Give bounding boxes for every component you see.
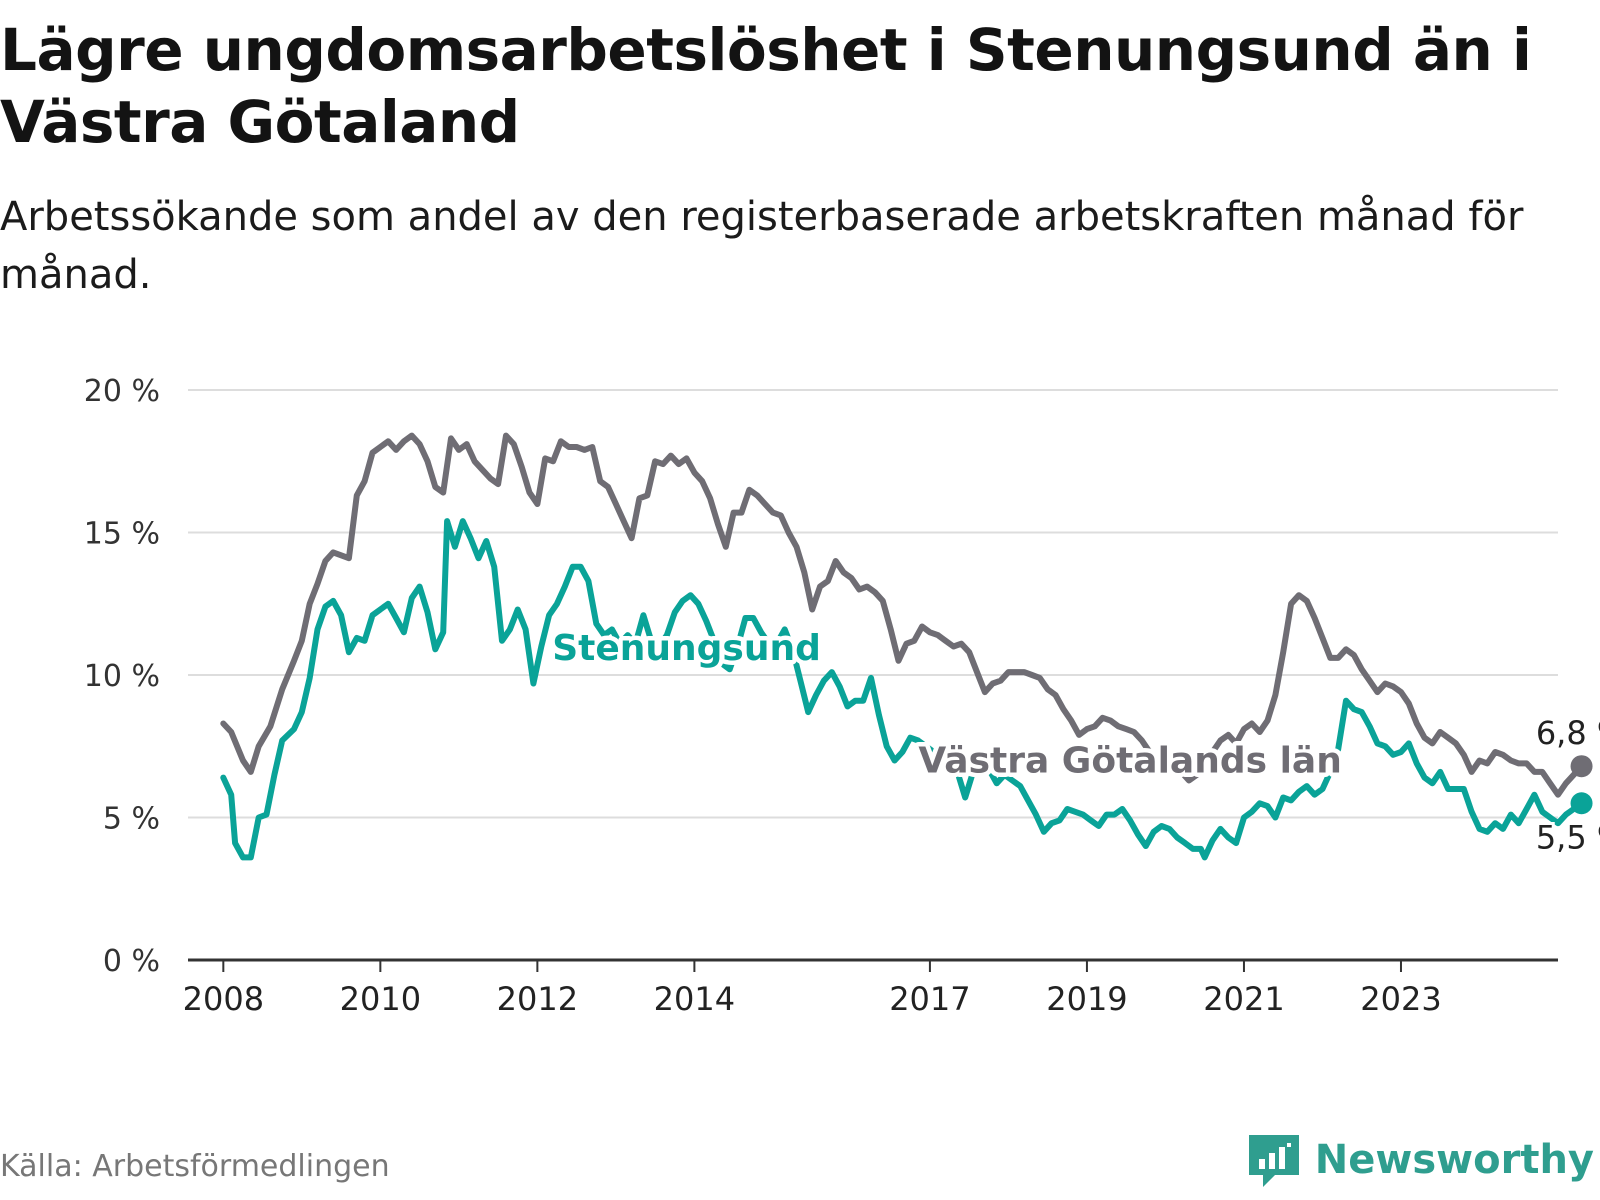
chart-title: Lägre ungdomsarbetslöshet i Stenungsund … — [0, 16, 1532, 156]
x-tick-label: 2010 — [340, 980, 421, 1018]
y-tick-label: 20 % — [84, 374, 160, 409]
newsworthy-logo-icon — [1248, 1135, 1299, 1187]
series-annotation-label: Stenungsund — [552, 628, 821, 669]
x-tick-label: 2021 — [1203, 980, 1284, 1018]
series-labels: 6,8 % 5,5 % Stenungsund Västra Götalands lä… — [548, 623, 1600, 859]
gridlines — [188, 389, 1558, 819]
end-value-label: 6,8 % — [1536, 714, 1600, 752]
x-tick-label: 2008 — [183, 980, 264, 1018]
series-line-stenungsund — [220, 518, 1585, 861]
chart-subtitle: Arbetssökande som andel av den registerb… — [0, 194, 1524, 298]
x-tick-label: 2012 — [497, 980, 578, 1018]
end-point-marker — [1570, 755, 1593, 778]
series-lines — [220, 432, 1585, 861]
x-tick-label: 2017 — [889, 980, 970, 1018]
series-annotation-label: Västra Götalands län — [918, 741, 1341, 782]
source-note: Källa: Arbetsförmedlingen — [0, 1149, 390, 1184]
y-tick-label: 10 % — [84, 659, 160, 694]
end-value-label: 5,5 % — [1536, 818, 1600, 856]
y-tick-label: 15 % — [84, 517, 160, 552]
x-tick-label: 2014 — [654, 980, 735, 1018]
series-line-v-stra-g-talands-l-n — [220, 432, 1585, 798]
x-tick-label: 2019 — [1046, 980, 1127, 1018]
y-tick-label: 5 % — [103, 802, 160, 837]
end-point-marker — [1570, 792, 1593, 815]
brand-logo: Newsworthy — [1245, 1128, 1594, 1192]
brand-name: Newsworthy — [1314, 1137, 1594, 1183]
y-tick-label: 0 % — [103, 944, 160, 979]
axes: 0 % 5 % 10 % 15 % 20 % 2008 2010 2012 2014 2017 20… — [84, 374, 1558, 1018]
x-tick-label: 2023 — [1360, 980, 1441, 1018]
